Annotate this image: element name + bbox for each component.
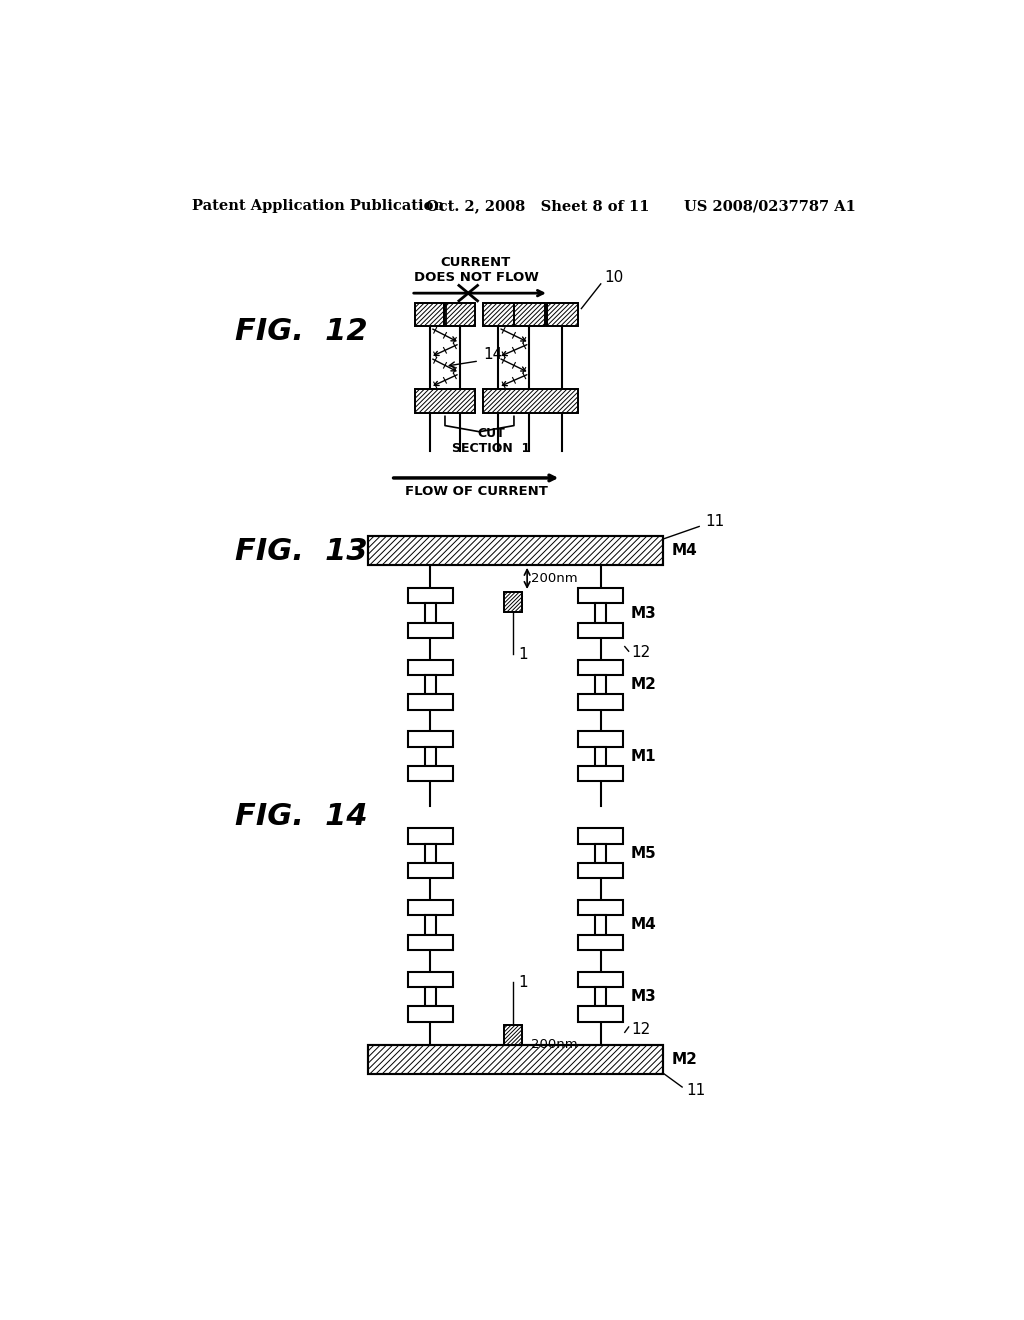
Bar (504, 591, 522, 612)
Text: CURRENT
DOES NOT FLOW: CURRENT DOES NOT FLOW (414, 256, 539, 284)
Bar (425, 915, 435, 935)
Text: FIG.  12: FIG. 12 (234, 317, 368, 346)
Bar (579, 935, 624, 950)
Bar (483, 304, 514, 326)
Text: M2: M2 (631, 677, 656, 692)
Bar (595, 603, 606, 623)
Bar (504, 1024, 522, 1044)
Bar (579, 694, 624, 710)
Text: M2: M2 (672, 1052, 698, 1067)
Bar (425, 603, 435, 623)
Bar (483, 389, 578, 412)
Text: FLOW OF CURRENT: FLOW OF CURRENT (404, 484, 548, 498)
Bar (579, 829, 624, 843)
Text: 11: 11 (686, 1084, 706, 1098)
Text: 10: 10 (604, 271, 624, 285)
Bar (504, 591, 522, 612)
Text: M5: M5 (631, 846, 656, 861)
Bar (408, 972, 453, 987)
Bar (579, 589, 624, 603)
Text: Oct. 2, 2008   Sheet 8 of 11: Oct. 2, 2008 Sheet 8 of 11 (426, 199, 650, 213)
Bar (408, 1006, 453, 1022)
Bar (579, 972, 624, 987)
Text: M4: M4 (672, 543, 697, 558)
Bar (547, 304, 578, 326)
Bar (595, 675, 606, 694)
Bar (415, 389, 475, 412)
Bar (408, 935, 453, 950)
Text: 14: 14 (483, 347, 502, 362)
Text: M3: M3 (631, 606, 656, 620)
Bar (504, 1024, 522, 1044)
Bar (415, 304, 445, 326)
Bar (444, 304, 475, 326)
Bar (425, 843, 435, 863)
Text: 1: 1 (518, 974, 527, 990)
Bar (425, 987, 435, 1006)
Text: 1: 1 (518, 647, 527, 661)
Text: CUT
SECTION  1: CUT SECTION 1 (452, 426, 530, 455)
Bar (415, 389, 475, 412)
Bar (408, 863, 453, 878)
Bar (369, 536, 663, 565)
Bar (483, 389, 578, 412)
Text: 12: 12 (631, 645, 650, 660)
Text: 200nm: 200nm (531, 1038, 578, 1051)
Bar (547, 304, 578, 326)
Bar (408, 829, 453, 843)
Bar (408, 900, 453, 915)
Text: 12: 12 (631, 1022, 650, 1036)
Bar (579, 623, 624, 638)
Bar (408, 623, 453, 638)
Bar (579, 900, 624, 915)
Bar (408, 731, 453, 747)
Bar (369, 1044, 663, 1074)
Bar (408, 589, 453, 603)
Text: M4: M4 (631, 917, 656, 932)
Text: Patent Application Publication: Patent Application Publication (191, 199, 443, 213)
Bar (408, 694, 453, 710)
Bar (408, 766, 453, 781)
Bar (408, 660, 453, 675)
Bar (514, 304, 545, 326)
Bar (369, 536, 663, 565)
Bar (444, 304, 475, 326)
Text: M3: M3 (631, 989, 656, 1005)
Bar (579, 1006, 624, 1022)
Bar (415, 304, 445, 326)
Text: FIG.  13: FIG. 13 (234, 537, 368, 565)
Bar (369, 1044, 663, 1074)
Text: FIG.  14: FIG. 14 (234, 803, 368, 832)
Bar (579, 731, 624, 747)
Bar (595, 843, 606, 863)
Bar (595, 987, 606, 1006)
Bar (595, 915, 606, 935)
Bar (483, 304, 514, 326)
Bar (579, 863, 624, 878)
Text: 11: 11 (706, 515, 725, 529)
Text: US 2008/0237787 A1: US 2008/0237787 A1 (684, 199, 856, 213)
Bar (579, 660, 624, 675)
Bar (425, 747, 435, 766)
Bar (425, 675, 435, 694)
Text: M1: M1 (631, 748, 656, 764)
Bar (579, 766, 624, 781)
Bar (595, 747, 606, 766)
Text: 200nm: 200nm (531, 572, 578, 585)
Bar (514, 304, 545, 326)
